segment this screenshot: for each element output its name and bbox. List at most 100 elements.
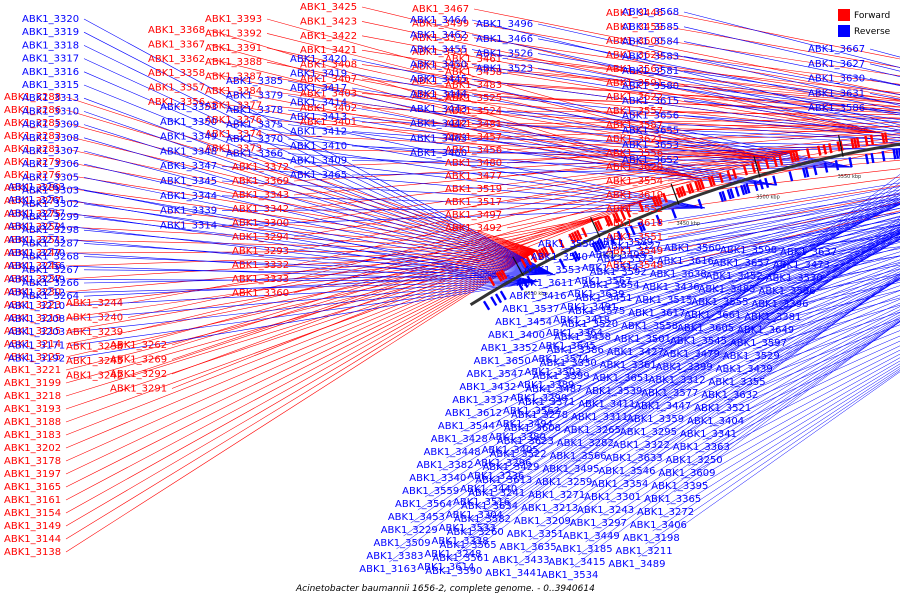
forward-gene-mark <box>537 248 545 259</box>
tick-label: 3400 kbp <box>599 253 623 259</box>
connector-line <box>560 186 900 251</box>
reverse-gene-label: ABK1_3305 <box>22 172 79 183</box>
forward-gene-label: ABK1_3291 <box>110 384 167 395</box>
reverse-gene-label: ABK1_3454 <box>495 317 552 328</box>
reverse-gene-label: ABK1_3568 <box>622 7 679 18</box>
connector-line <box>629 259 900 359</box>
reverse-gene-label: ABK1_3260 <box>447 527 504 538</box>
forward-gene-label: ABK1_3552 <box>606 204 663 215</box>
forward-gene-label: ABK1_3281 <box>4 144 61 155</box>
connector-line <box>69 213 539 282</box>
forward-gene-label: ABK1_3357 <box>148 83 205 94</box>
connector-line <box>593 273 900 424</box>
connector-line <box>455 223 900 565</box>
forward-gene-label: ABK1_3391 <box>205 43 262 54</box>
forward-gene-label: ABK1_3223 <box>4 300 61 311</box>
connector-line <box>664 298 900 400</box>
connector-line <box>473 80 900 111</box>
forward-gene-mark <box>656 194 663 205</box>
connector-line <box>83 256 553 275</box>
connector-line <box>471 64 900 134</box>
reverse-gene-label: ABK1_3236 <box>467 471 524 482</box>
reverse-gene-mark <box>697 198 704 210</box>
forward-gene-label: ABK1_3154 <box>4 508 61 519</box>
reverse-gene-label: ABK1_3598 <box>720 245 777 256</box>
forward-gene-mark <box>525 255 533 266</box>
connector-line <box>482 229 900 496</box>
connector-line <box>69 226 539 282</box>
forward-gene-label: ABK1_3384 <box>205 86 262 97</box>
connector-line <box>361 121 882 134</box>
position-ticks: 3350 kbp 3400 kbp 3450 kbp 3500 kbp 3550 kbp… <box>512 135 861 297</box>
connector-line <box>83 124 553 275</box>
forward-gene-mark <box>614 212 621 223</box>
connector-line <box>503 203 900 355</box>
reverse-gene-label: ABK1_3540 <box>531 252 588 263</box>
forward-gene-label: ABK1_3277 <box>4 196 61 207</box>
forward-gene-mark <box>488 276 496 287</box>
connector-line <box>83 203 553 275</box>
forward-gene-label: ABK1_3245 <box>66 356 123 367</box>
connector-line <box>471 138 900 147</box>
reverse-gene-label: ABK1_3229 <box>381 525 438 536</box>
connector-line <box>683 11 900 68</box>
reverse-gene-label: ABK1_3635 <box>500 542 557 553</box>
connector-line <box>65 250 538 345</box>
forward-gene-label: ABK1_3483 <box>445 80 502 91</box>
reverse-gene-mark <box>745 183 751 194</box>
connector-line <box>266 105 770 159</box>
reverse-gene-label: ABK1_3263 <box>8 182 65 193</box>
reverse-gene-label: ABK1_3634 <box>461 501 518 512</box>
forward-gene-mark <box>756 161 762 172</box>
reverse-gene-mark <box>864 153 870 165</box>
connector-line <box>69 281 539 307</box>
reverse-gene-mark <box>726 189 732 200</box>
forward-gene-label: ABK1_3292 <box>110 369 167 380</box>
connector-line <box>667 54 900 85</box>
legend-forward-swatch <box>838 9 850 21</box>
connector-line <box>65 213 538 251</box>
connector-line <box>643 251 900 333</box>
reverse-gene-label: ABK1_3354 <box>591 479 648 490</box>
reverse-gene-label: ABK1_3396 <box>751 299 808 310</box>
reverse-gene-mark <box>739 184 746 196</box>
reverse-gene-label: ABK1_3555 <box>691 297 748 308</box>
connector-line <box>474 204 900 407</box>
forward-gene-mark <box>855 137 861 148</box>
connector-line <box>471 148 900 154</box>
connector-line <box>683 56 900 96</box>
reverse-gene-mark <box>718 191 725 202</box>
connector-line <box>666 363 900 506</box>
reverse-gene-label: ABK1_3653 <box>622 140 679 151</box>
connector-line <box>266 18 770 159</box>
forward-gene-label: ABK1_3423 <box>300 16 357 27</box>
connector-line <box>692 280 900 348</box>
forward-gene-label: ABK1_3621 <box>606 134 663 145</box>
reverse-gene-label: ABK1_3596 <box>759 286 816 297</box>
reverse-gene-label: ABK1_3347 <box>160 161 217 172</box>
forward-gene-label: ABK1_3138 <box>4 547 61 558</box>
forward-gene-label: ABK1_3165 <box>4 482 61 493</box>
reverse-gene-label: ABK1_3261 <box>8 195 65 206</box>
reverse-gene-label: ABK1_3352 <box>481 343 538 354</box>
reverse-gene-mark <box>671 208 677 219</box>
reverse-gene-label: ABK1_3420 <box>290 54 347 65</box>
reverse-gene-label: ABK1_3443 <box>410 104 467 115</box>
connector-line <box>517 201 900 329</box>
forward-gene-mark <box>606 215 614 226</box>
reverse-gene-mark <box>609 234 616 245</box>
connector-line <box>287 95 777 186</box>
forward-gene-label: ABK1_3275 <box>4 209 61 220</box>
reverse-gene-label: ABK1_3645 <box>539 341 596 352</box>
reverse-gene-label: ABK1_3615 <box>622 96 679 107</box>
forward-gene-label: ABK1_3388 <box>205 57 262 68</box>
connector-line <box>468 225 900 522</box>
connector-line <box>471 93 900 139</box>
forward-gene-mark <box>694 181 700 192</box>
connector-line <box>127 215 609 376</box>
reverse-gene-mark <box>596 240 603 251</box>
connector-line <box>65 250 538 514</box>
forward-gene-mark <box>881 132 886 143</box>
legend: Forward Reverse <box>838 9 891 37</box>
reverse-gene-label: ABK1_3553 <box>524 265 581 276</box>
